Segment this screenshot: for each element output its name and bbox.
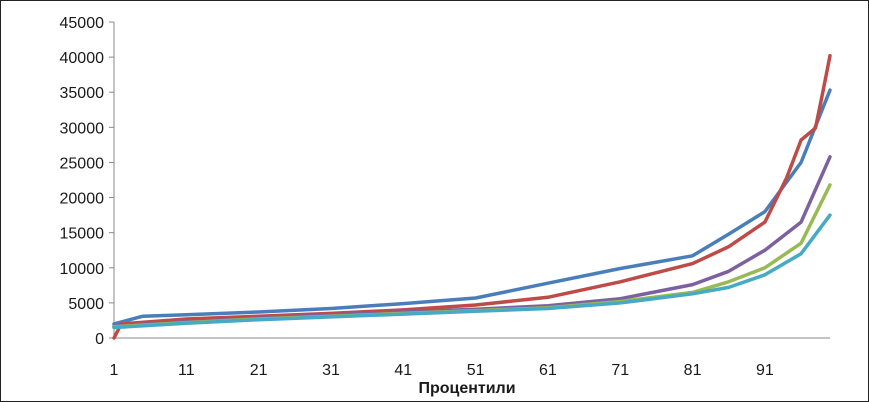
y-tick-label: 25000 (60, 155, 105, 172)
x-tick-label: 31 (322, 362, 340, 379)
x-tick-label: 51 (467, 362, 485, 379)
y-tick-label: 45000 (60, 15, 105, 32)
axes (109, 21, 830, 339)
x-tick-label: 81 (684, 362, 702, 379)
y-tick-label: 40000 (60, 50, 105, 67)
y-tick-label: 0 (95, 331, 104, 348)
labels: 0 5000 10000 15000 20000 25000 30000 35000 40000… (60, 15, 774, 397)
series-line-2 (112, 53, 832, 340)
x-tick-label: 11 (178, 362, 195, 379)
x-tick-label: 21 (250, 362, 268, 379)
x-axis-title: Процентили (418, 380, 515, 397)
series-line-5 (112, 213, 832, 330)
y-tick-label: 5000 (68, 296, 104, 313)
y-tick-label: 20000 (60, 191, 105, 208)
y-tick-label: 10000 (60, 261, 105, 278)
x-tick-label: 41 (394, 362, 412, 379)
series-layer (112, 53, 832, 340)
x-tick-label: 71 (611, 362, 629, 379)
y-tick-label: 30000 (60, 120, 105, 137)
x-tick-label: 61 (539, 362, 557, 379)
x-tick-label: 91 (756, 362, 774, 379)
x-tick-label: 1 (110, 362, 119, 379)
series-line-1 (112, 88, 832, 326)
y-tick-label: 35000 (60, 85, 105, 102)
y-tick-label: 15000 (60, 226, 105, 243)
